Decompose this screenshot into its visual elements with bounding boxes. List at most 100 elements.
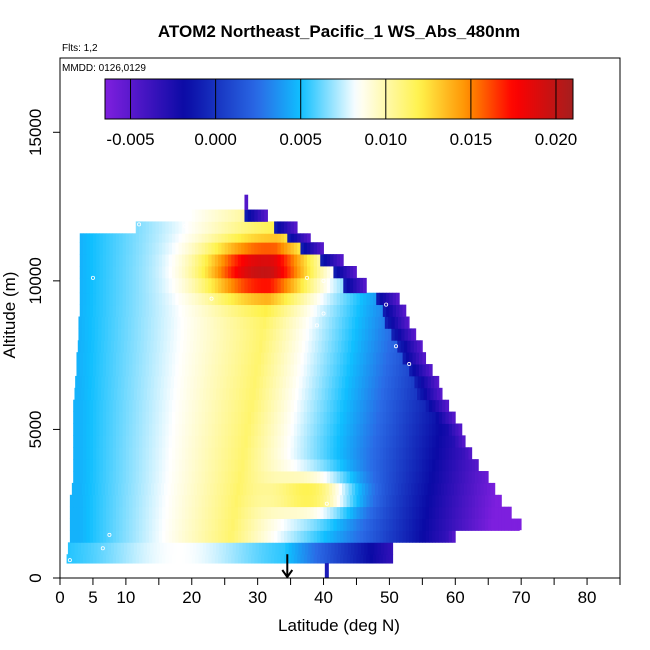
heatmap-cell — [396, 364, 400, 377]
heatmap-cell — [175, 423, 179, 436]
heatmap-cell — [251, 233, 255, 243]
heatmap-cell — [365, 328, 369, 341]
heatmap-cell — [322, 482, 326, 496]
heatmap-cell — [208, 459, 212, 472]
heatmap-cell — [109, 459, 114, 472]
heatmap-cell — [76, 518, 81, 531]
heatmap-cell — [445, 447, 450, 460]
heatmap-cell — [249, 316, 254, 329]
heatmap-cell — [511, 518, 515, 531]
heatmap-cell — [251, 364, 255, 377]
heatmap-cell — [316, 292, 321, 306]
heatmap-cell — [231, 471, 235, 484]
heatmap-cell — [267, 435, 272, 448]
altitude-band — [76, 364, 433, 377]
heatmap-cell — [251, 506, 255, 519]
heatmap-cell — [437, 375, 440, 389]
heatmap-cell — [363, 304, 367, 317]
heatmap-cell — [191, 292, 196, 306]
heatmap-cell — [172, 277, 176, 294]
heatmap-cell — [419, 506, 423, 519]
heatmap-cell — [178, 554, 183, 564]
heatmap-cell — [76, 447, 81, 460]
heatmap-cell — [366, 304, 371, 317]
heatmap-cell — [305, 328, 310, 341]
heatmap-cell — [253, 316, 257, 329]
heatmap-cell — [195, 304, 199, 317]
heatmap-cell — [396, 411, 400, 424]
heatmap-cell — [382, 554, 387, 564]
heatmap-cell — [178, 221, 183, 234]
heatmap-cell — [347, 542, 352, 555]
heatmap-cell — [277, 233, 282, 243]
heatmap-cell — [73, 435, 77, 448]
heatmap-cell — [260, 411, 265, 424]
heatmap-cell — [355, 328, 359, 341]
heatmap-cell — [251, 242, 255, 255]
heatmap-cell — [81, 375, 86, 389]
heatmap-cell — [303, 494, 308, 508]
heatmap-cell — [99, 292, 104, 306]
heatmap-cell — [282, 375, 287, 389]
heatmap-cell — [402, 518, 407, 531]
heatmap-cell — [199, 542, 204, 555]
heatmap-cell — [369, 447, 374, 460]
heatmap-cell — [274, 364, 278, 377]
heatmap-cell — [287, 352, 291, 365]
heatmap-cell — [168, 494, 173, 508]
heatmap-cell — [254, 242, 259, 255]
heatmap-cell — [142, 554, 147, 564]
heatmap-cell — [370, 387, 375, 401]
heatmap-cell — [432, 435, 436, 448]
heatmap-cell — [152, 254, 156, 267]
heatmap-cell — [386, 352, 390, 365]
heatmap-cell — [137, 328, 142, 341]
heatmap-cell — [415, 530, 420, 543]
heatmap-cell — [178, 518, 183, 531]
heatmap-cell — [259, 328, 264, 341]
heatmap-cell — [351, 542, 355, 555]
heatmap-cell — [270, 254, 275, 267]
altitude-band — [79, 254, 344, 267]
heatmap-cell — [73, 423, 77, 436]
heatmap-cell — [199, 387, 204, 401]
heatmap-cell — [445, 399, 450, 412]
heatmap-cell — [73, 554, 77, 564]
heatmap-cell — [422, 530, 427, 543]
heatmap-cell — [428, 447, 433, 460]
heatmap-cell — [407, 340, 411, 353]
heatmap-cell — [155, 277, 160, 294]
heatmap-cell — [158, 364, 163, 377]
heatmap-cell — [278, 542, 283, 555]
heatmap-cell — [274, 254, 278, 267]
heatmap-cell — [471, 471, 476, 484]
heatmap-cell — [428, 530, 433, 543]
heatmap-cell — [438, 447, 443, 460]
heatmap-cell — [91, 316, 96, 329]
heatmap-cell — [206, 328, 211, 341]
heatmap-cell — [137, 316, 142, 329]
heatmap-cell — [114, 387, 118, 401]
heatmap-cell — [307, 518, 311, 531]
heatmap-cell — [435, 530, 440, 543]
heatmap-cell — [234, 254, 239, 267]
heatmap-cell — [216, 328, 221, 341]
heatmap-cell — [320, 518, 324, 531]
heatmap-cell — [139, 233, 143, 243]
heatmap-cell — [396, 399, 400, 412]
heatmap-cell — [106, 494, 110, 508]
heatmap-cell — [359, 304, 364, 317]
heatmap-cell — [214, 209, 219, 222]
heatmap-cell — [309, 316, 313, 329]
heatmap-cell — [241, 494, 245, 508]
heatmap-cell — [331, 340, 336, 353]
heatmap-cell — [198, 364, 203, 377]
heatmap-cell — [244, 554, 249, 564]
heatmap-cell — [88, 328, 93, 341]
heatmap-cell — [83, 411, 87, 424]
heatmap-cell — [517, 518, 522, 531]
heatmap-cell — [116, 447, 120, 460]
heatmap-cell — [73, 459, 77, 472]
heatmap-cell — [442, 506, 446, 519]
